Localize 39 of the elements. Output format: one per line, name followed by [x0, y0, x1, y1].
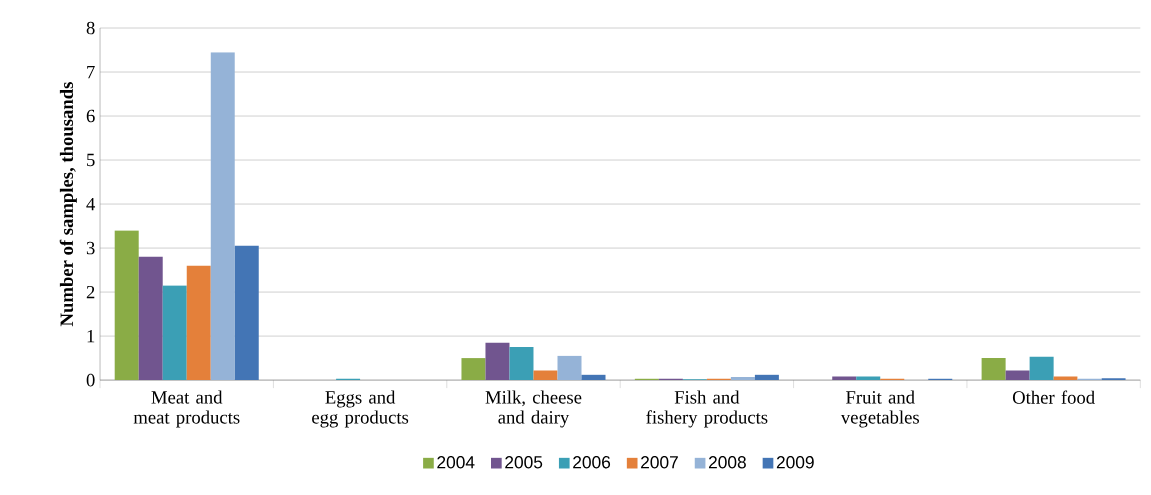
legend-label: 2006	[573, 456, 611, 469]
y-tick-label: 5	[87, 153, 95, 167]
y-axis-title: Number of samples, thousands	[59, 82, 77, 327]
bar	[461, 358, 486, 381]
bar	[234, 245, 259, 381]
legend-label: 2008	[708, 456, 746, 469]
bar	[485, 342, 510, 381]
x-tick-label: Eggs and egg products	[312, 390, 409, 428]
bar	[114, 230, 139, 381]
bar	[138, 256, 163, 381]
bar	[162, 285, 187, 381]
bar	[1005, 370, 1030, 381]
bar	[581, 374, 606, 381]
x-tick-label: Other food	[1012, 390, 1095, 404]
x-tick-label: Fish and fishery products	[646, 390, 768, 428]
y-tick-label: 3	[86, 241, 95, 255]
legend-label: 2009	[776, 456, 814, 469]
x-tick-label: Meat and meat products	[133, 390, 240, 428]
y-tick-label: 6	[86, 109, 95, 123]
bar	[533, 370, 558, 381]
bar	[509, 347, 534, 381]
bar	[210, 52, 235, 381]
x-tick-label: Milk, cheese and dairy	[485, 390, 582, 428]
legend-label: 2007	[641, 456, 678, 469]
x-tick-label: Fruit and vegetables	[840, 390, 919, 428]
legend-label: 2005	[505, 456, 543, 469]
bar	[730, 377, 755, 381]
y-tick-label: 0	[86, 373, 95, 387]
legend-label: 2004	[437, 456, 475, 469]
y-tick-label: 4	[86, 197, 96, 211]
y-tick-label: 7	[87, 65, 95, 79]
bar	[186, 265, 211, 381]
y-tick-label: 8	[86, 21, 95, 35]
bar	[557, 355, 582, 381]
bar	[981, 358, 1006, 381]
bar	[1029, 356, 1054, 381]
y-tick-label: 2	[86, 285, 95, 299]
y-tick-label: 1	[87, 330, 95, 343]
bar	[754, 374, 779, 381]
